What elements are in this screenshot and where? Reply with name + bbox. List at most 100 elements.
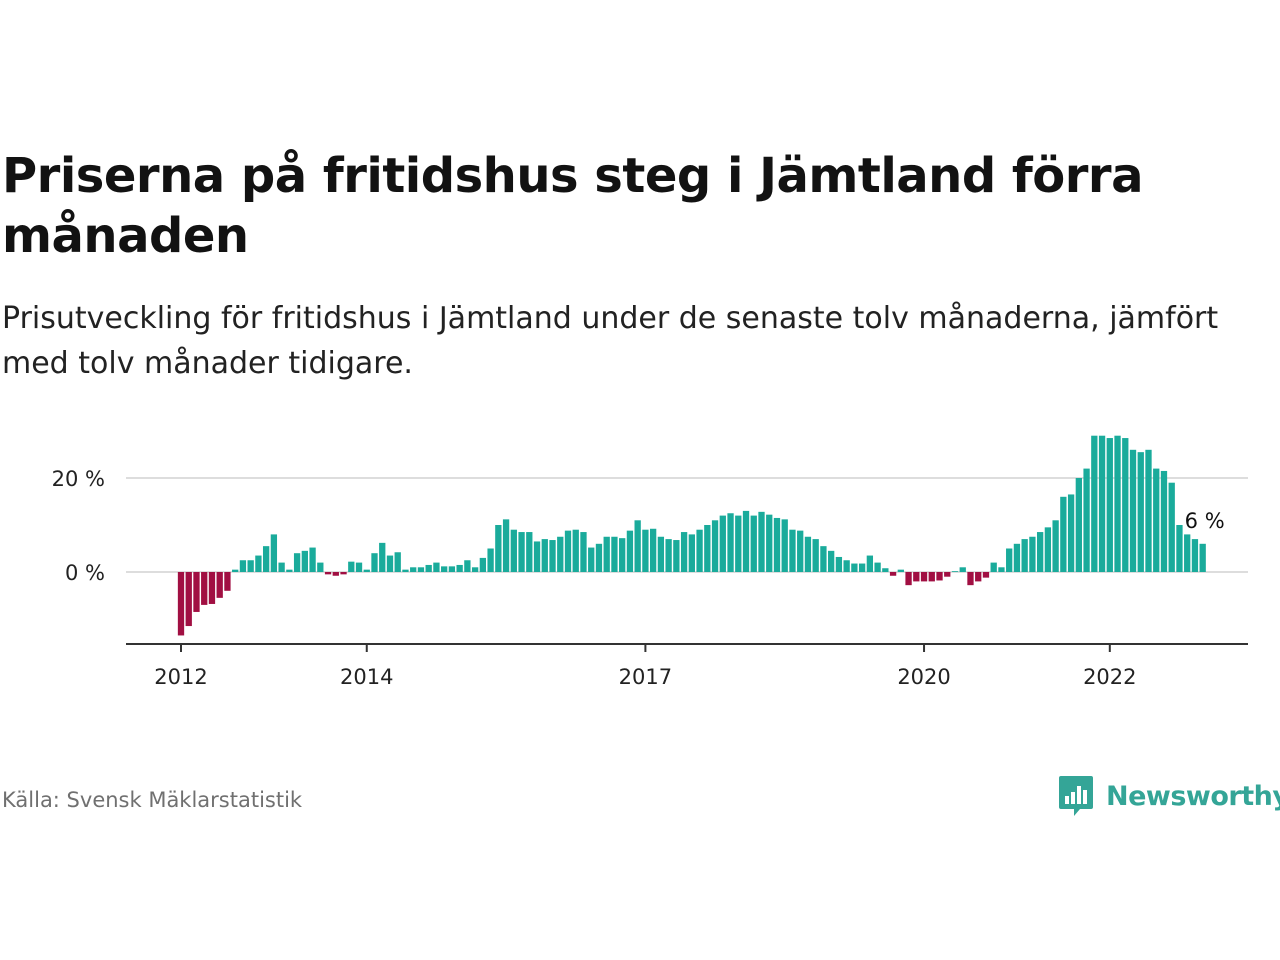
bar [456,564,463,572]
bar [487,548,494,572]
bar [1029,536,1036,572]
bar [843,560,850,572]
bar [502,519,510,572]
bar [944,572,951,577]
bar [224,572,231,591]
bar [557,536,564,572]
bar [433,562,440,572]
bar [471,567,479,572]
bar [781,519,788,572]
bar [626,530,634,572]
bar [866,555,874,572]
bar [835,556,843,572]
bar [216,572,223,598]
bar [317,562,324,572]
bar [588,547,595,572]
chart-title: Priserna på fritidshus steg i Jämtland f… [2,148,1144,264]
newsworthy-logo[interactable]: Newsworthy [1058,772,1280,820]
bar [301,550,308,572]
bar [990,562,997,572]
x-tick-label: 2020 [897,665,950,689]
bar [340,572,347,575]
bar [913,572,920,582]
bar [355,562,363,572]
bar [595,543,603,572]
bar [711,520,719,572]
bar [1036,532,1044,572]
x-tick-label: 2012 [154,665,207,689]
bar [742,510,750,572]
bar [232,569,239,572]
bar [649,528,657,572]
bar [1075,478,1082,572]
bar [518,532,525,572]
bar [1013,543,1021,572]
bar [1044,527,1052,572]
source-note: Källa: Svensk Mäklarstatistik [2,788,303,812]
bar [603,536,610,572]
bar [448,566,456,572]
bar [386,555,394,572]
last-value-label-halo: 6 % [1185,509,1225,533]
bar [262,546,270,572]
bar [951,571,959,572]
bar [889,572,897,576]
bar [1106,438,1113,572]
bar [441,566,448,572]
bar [1137,452,1144,572]
bar [309,547,316,572]
bar [185,572,192,627]
y-tick-label: 0 % [65,561,105,585]
bar [1083,468,1090,572]
bar [936,572,943,581]
x-tick-label: 2017 [619,665,672,689]
last-value-label: 6 % [1185,509,1225,533]
bar [324,572,332,575]
bar [247,560,254,572]
bar [255,555,262,572]
bar [1122,438,1129,572]
bar [611,536,618,572]
bar [1184,534,1191,572]
x-axis [126,643,1248,652]
bar [634,520,641,572]
newsworthy-logo-icon [1059,776,1093,816]
brand-name: Newsworthy [1106,780,1280,812]
y-tick-label: 20 % [52,467,105,491]
bars [177,435,1206,636]
bar [193,572,200,612]
bar [533,541,541,572]
bar [1129,449,1137,572]
bar [526,532,533,572]
bar [1114,435,1121,572]
bar [882,568,889,572]
bar [1006,548,1013,572]
bar [402,569,409,572]
bar [410,567,417,572]
bar [874,562,881,572]
bar [789,529,796,572]
bar [1145,449,1152,572]
bar [348,561,355,572]
bar [278,562,285,572]
bar [1098,435,1106,572]
bar [270,534,278,572]
bar [286,569,293,572]
bar [657,536,665,572]
bar [797,530,804,572]
bar [201,572,208,605]
bar [688,534,695,572]
bar [727,513,734,572]
x-tick-label: 2014 [340,665,393,689]
bar [541,539,548,572]
bar [1160,470,1168,572]
x-tick-label: 2022 [1083,665,1136,689]
bar [363,569,370,572]
bar [735,515,742,572]
bar [293,553,301,572]
bar [549,540,556,572]
bar [766,514,773,572]
bar [812,539,819,572]
